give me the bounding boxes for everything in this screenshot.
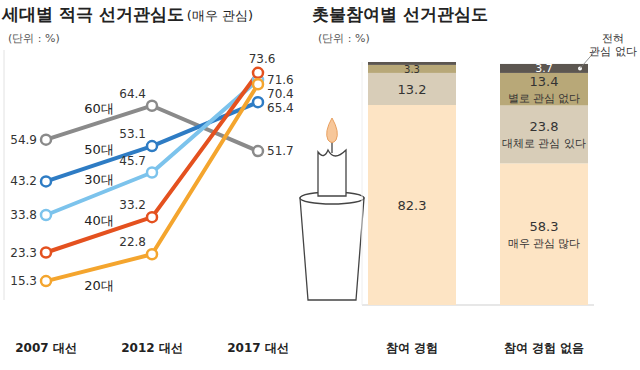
y-axis-label: (단위 : %) [318, 32, 370, 45]
title-line: 세대별 적극 선거관심도(매우 관심) [1, 4, 253, 24]
point [41, 176, 51, 186]
data-label: 54.9 [10, 133, 37, 147]
series-label: 60대 [84, 101, 114, 116]
data-label: 71.6 [267, 73, 294, 87]
point [253, 146, 263, 156]
data-label: 33.8 [10, 208, 37, 222]
series-label: 전혀관심 없다 [589, 32, 636, 57]
point [253, 79, 263, 89]
data-label: 3.3 [404, 64, 420, 75]
data-label: 70.4 [267, 87, 294, 101]
series-label: 매우 관심 많다 [508, 237, 581, 250]
data-label: 58.3 [530, 219, 559, 234]
data-label: 13.4 [530, 74, 559, 89]
candle-wick [331, 142, 332, 153]
series-line [46, 106, 258, 151]
bar-segment [500, 73, 588, 106]
point [41, 210, 51, 220]
data-label: 33.2 [119, 198, 146, 212]
title: 촛불참여별 선거관심도 [312, 4, 488, 24]
bar-segment [500, 163, 588, 305]
data-label: 13.2 [398, 82, 427, 97]
data-label: 65.4 [267, 101, 294, 115]
series-line [46, 73, 258, 253]
series-label: 30대 [84, 172, 114, 187]
subtitle: (매우 관심) [187, 8, 253, 23]
series-label: 50대 [84, 142, 114, 157]
y-axis-line [362, 62, 363, 305]
series-label: 대체로 관심 있다 [502, 137, 586, 150]
candle-cup [300, 198, 364, 300]
plot-area [41, 68, 263, 286]
data-label: 45.7 [119, 154, 146, 168]
y-axis-line [4, 50, 5, 300]
series-label: 40대 [84, 213, 114, 228]
data-label: 43.2 [10, 174, 37, 188]
series-line [46, 84, 258, 281]
data-label: 53.1 [119, 127, 146, 141]
data-label: 15.3 [10, 274, 37, 288]
point [147, 168, 157, 178]
bar-segment [368, 105, 456, 305]
x-tick-label: 2012 대선 [121, 341, 183, 355]
point [253, 97, 263, 107]
series-label: 20대 [84, 278, 114, 293]
candle-flame [327, 118, 338, 143]
series-label-line: 관심 없다 [589, 45, 636, 57]
point [147, 101, 157, 111]
bar-segment [500, 105, 588, 163]
data-label: 82.3 [398, 198, 427, 213]
plot-area [368, 62, 588, 305]
x-tick-label: 참여 경험 [386, 341, 438, 355]
point [41, 135, 51, 145]
data-label: 22.8 [119, 235, 146, 249]
x-tick-label: 2017 대선 [227, 341, 289, 355]
series-line [46, 80, 258, 215]
series-label: 별로 관심 없다 [508, 92, 581, 105]
point [41, 276, 51, 286]
data-label: 64.4 [119, 87, 146, 101]
point [41, 248, 51, 258]
data-label: 51.7 [267, 144, 294, 158]
point [147, 141, 157, 151]
candle-body [318, 150, 346, 196]
y-axis-label: (단위 : %) [8, 32, 60, 45]
series-label-line: 전혀 [602, 32, 624, 44]
data-label: 73.6 [249, 52, 276, 66]
point [147, 249, 157, 259]
title: 세대별 적극 선거관심도 [1, 4, 184, 24]
bar-segment [368, 73, 456, 105]
x-tick-label: 2007 대선 [15, 341, 77, 355]
point [147, 212, 157, 222]
page: {"chart_data": [ {"type": "line", "title… [0, 0, 640, 370]
x-tick-label: 참여 경험 없음 [504, 341, 584, 355]
data-label: 3.7 [535, 62, 552, 75]
chart-canvas: 세대별 적극 선거관심도(매우 관심) (단위 : %) 54.9 64.4 43.2 5… [0, 0, 640, 370]
point [253, 68, 263, 78]
data-label: 23.8 [530, 119, 559, 134]
data-label: 23.3 [10, 246, 37, 260]
